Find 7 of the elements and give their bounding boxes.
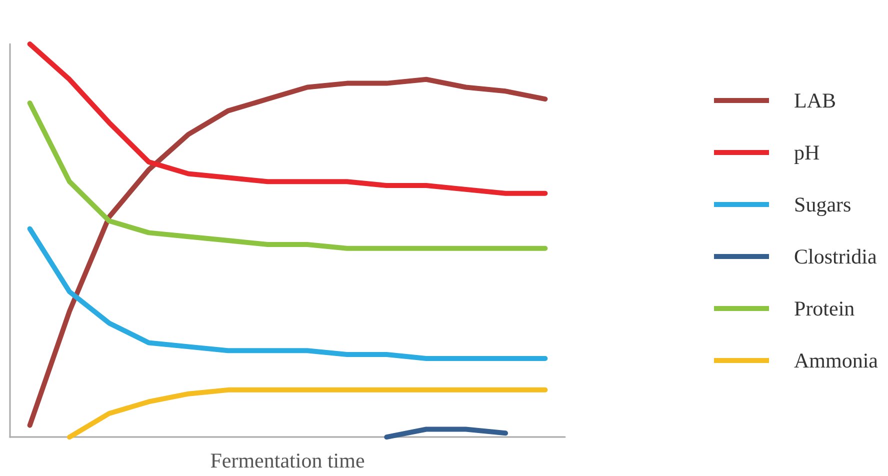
legend-label: Protein [794,296,856,320]
legend-label: LAB [794,88,836,112]
x-axis-title: Fermentation time [210,448,365,472]
legend-label: pH [794,140,820,164]
legend-label: Ammonia [794,348,879,372]
legend-label: Sugars [794,192,852,216]
legend-label: Clostridia [794,244,878,268]
